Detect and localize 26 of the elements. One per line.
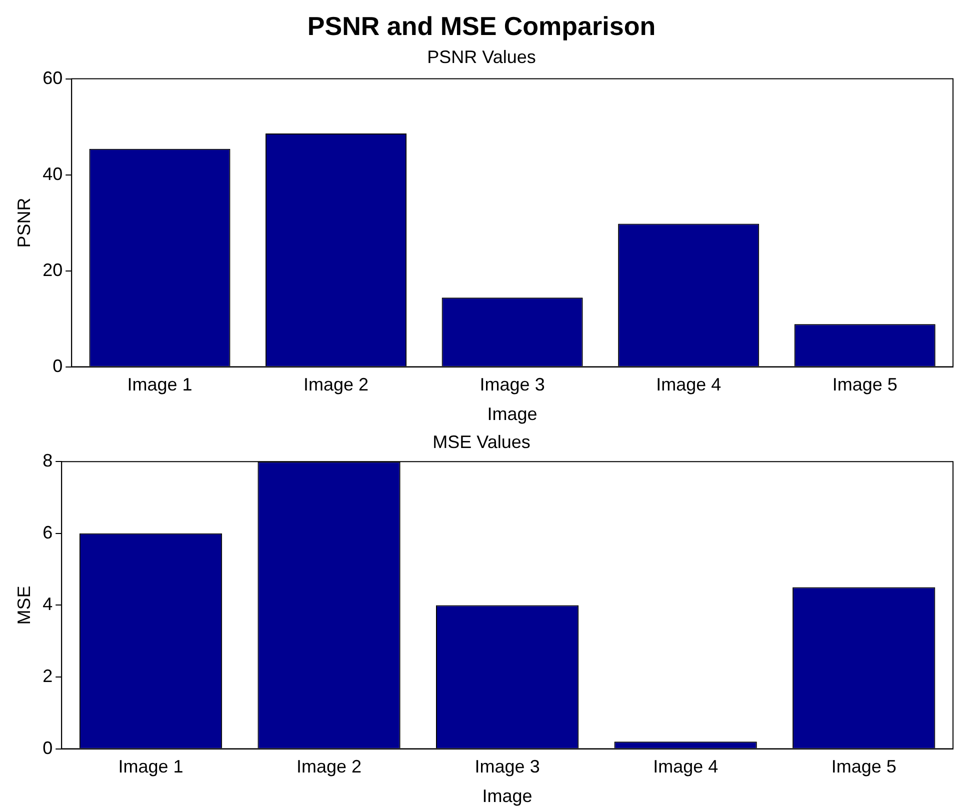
y-tick-label: 8: [42, 450, 53, 471]
y-tick-label: 20: [42, 260, 63, 280]
x-tick-label: Image 4: [653, 756, 718, 777]
x-tick-label: Image 5: [831, 756, 896, 777]
y-tick-label: 0: [52, 356, 63, 376]
chart-subtitle: PSNR Values: [427, 46, 536, 67]
y-axis-title: PSNR: [14, 198, 34, 248]
y-tick-label: 4: [42, 594, 53, 614]
y-tick-label: 0: [42, 738, 53, 758]
x-tick-label: Image 2: [304, 374, 369, 395]
x-tick-label: Image 1: [127, 374, 192, 395]
chart-title: MSE Values: [432, 432, 530, 452]
x-tick-label: Image 3: [480, 374, 545, 395]
chart-title: PSNR and MSE Comparison: [307, 10, 656, 41]
y-tick-label: 6: [42, 522, 53, 542]
y-tick-label: 60: [42, 68, 63, 88]
x-tick-label: Image 5: [832, 374, 898, 395]
x-axis-title: Image: [487, 404, 538, 424]
y-tick-label: 2: [42, 666, 53, 686]
y-axis-title: MSE: [14, 586, 34, 625]
y-tick-label: 40: [42, 164, 63, 184]
x-axis-title: Image: [482, 786, 532, 806]
x-tick-label: Image 3: [474, 756, 540, 777]
x-tick-label: Image 1: [118, 756, 184, 777]
x-tick-label: Image 2: [296, 756, 362, 777]
x-tick-label: Image 4: [656, 374, 722, 395]
